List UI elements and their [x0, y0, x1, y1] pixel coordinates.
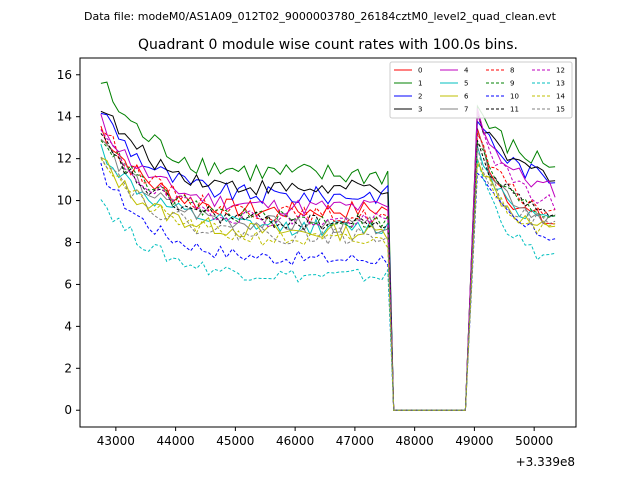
legend-label-8: 8 [510, 67, 514, 75]
series-line-10 [100, 162, 556, 411]
series-line-7 [100, 131, 556, 411]
x-axis: 43000 44000 45000 46000 47000 48000 49000 50000 [97, 427, 553, 448]
series-line-1 [100, 81, 556, 411]
series-line-13 [100, 159, 556, 411]
series-line-14 [100, 158, 556, 411]
series-line-2 [100, 112, 556, 411]
y-tick-label: 0 [64, 403, 72, 417]
x-tick-label: 49000 [455, 434, 493, 448]
legend-label-10: 10 [510, 93, 519, 101]
legend-label-3: 3 [418, 106, 422, 114]
y-axis: 0 2 4 6 8 10 12 14 16 [57, 68, 80, 417]
legend-label-2: 2 [418, 93, 422, 101]
legend-label-13: 13 [556, 80, 565, 88]
legend-label-5: 5 [464, 80, 468, 88]
x-tick-label: 48000 [396, 434, 434, 448]
chart-title: Quadrant 0 module wise count rates with … [138, 37, 518, 53]
legend-label-9: 9 [510, 80, 514, 88]
legend-label-11: 11 [510, 106, 519, 114]
series-line-6 [100, 156, 556, 411]
series-layer [100, 81, 556, 411]
y-tick-label: 10 [57, 194, 72, 208]
x-tick-label: 47000 [336, 434, 374, 448]
series-line-4 [100, 108, 556, 411]
legend-label-7: 7 [464, 106, 468, 114]
x-axis-offset-label: +3.339e8 [516, 455, 575, 469]
plot-area-background [80, 58, 576, 427]
series-line-3 [100, 110, 556, 411]
x-tick-label: 50000 [515, 434, 553, 448]
x-tick-label: 45000 [216, 434, 254, 448]
legend-label-1: 1 [418, 80, 422, 88]
legend-label-14: 14 [556, 93, 565, 101]
x-tick-label: 44000 [157, 434, 195, 448]
legend-label-0: 0 [418, 67, 422, 75]
series-line-5 [100, 143, 556, 411]
y-tick-label: 16 [57, 68, 72, 82]
series-line-11 [100, 133, 556, 411]
legend-label-12: 12 [556, 67, 565, 75]
x-tick-label: 43000 [97, 434, 135, 448]
legend-label-15: 15 [556, 106, 565, 114]
y-tick-label: 8 [64, 236, 72, 250]
legend-label-6: 6 [464, 93, 469, 101]
chart-suptitle: Data file: modeM0/AS1A09_012T02_90000037… [84, 10, 557, 23]
y-tick-label: 12 [57, 152, 72, 166]
y-tick-label: 14 [57, 110, 72, 124]
series-line-12 [100, 112, 556, 411]
x-tick-label: 46000 [276, 434, 314, 448]
legend-box [389, 61, 573, 119]
series-line-8 [100, 128, 556, 411]
series-line-15 [100, 146, 556, 411]
y-tick-label: 6 [64, 277, 72, 291]
y-tick-label: 2 [64, 361, 72, 375]
y-tick-label: 4 [64, 319, 72, 333]
legend-label-4: 4 [464, 67, 469, 75]
